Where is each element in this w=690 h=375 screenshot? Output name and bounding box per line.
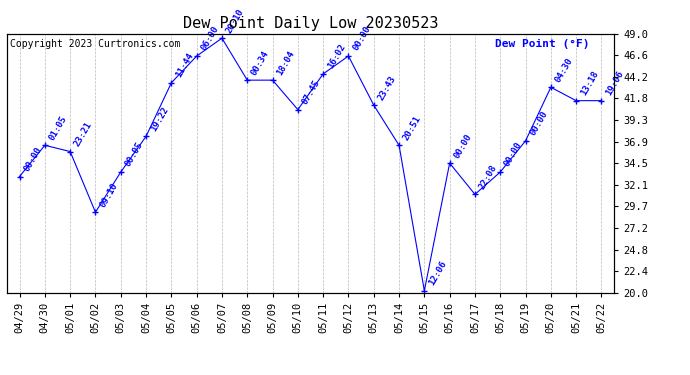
Text: 06:00: 06:00: [199, 25, 220, 52]
Text: 18:04: 18:04: [275, 49, 296, 76]
Text: 00:00: 00:00: [528, 110, 549, 137]
Text: 16:02: 16:02: [326, 42, 347, 70]
Text: 13:18: 13:18: [579, 69, 600, 97]
Text: 11:44: 11:44: [174, 51, 195, 79]
Text: 00:00: 00:00: [503, 141, 524, 168]
Title: Dew Point Daily Low 20230523: Dew Point Daily Low 20230523: [183, 16, 438, 31]
Text: 12:06: 12:06: [427, 260, 448, 287]
Text: 00:00: 00:00: [452, 132, 473, 159]
Text: 00:34: 00:34: [250, 49, 271, 76]
Text: 09:10: 09:10: [98, 181, 119, 209]
Text: 20:51: 20:51: [402, 114, 423, 142]
Text: 07:45: 07:45: [300, 78, 322, 106]
Text: 01:05: 01:05: [48, 114, 68, 142]
Text: 19:22: 19:22: [148, 105, 170, 133]
Text: 04:30: 04:30: [553, 56, 575, 84]
Text: 23:43: 23:43: [376, 74, 397, 102]
Text: 00:00: 00:00: [22, 145, 43, 173]
Text: 00:05: 00:05: [124, 141, 144, 168]
Text: Dew Point (°F): Dew Point (°F): [495, 39, 590, 49]
Text: 20:10: 20:10: [224, 7, 246, 34]
Text: 23:21: 23:21: [72, 120, 94, 148]
Text: 00:00: 00:00: [351, 25, 372, 52]
Text: Copyright 2023 Curtronics.com: Copyright 2023 Curtronics.com: [10, 39, 180, 49]
Text: 19:06: 19:06: [604, 69, 625, 97]
Text: 22:08: 22:08: [477, 163, 499, 191]
